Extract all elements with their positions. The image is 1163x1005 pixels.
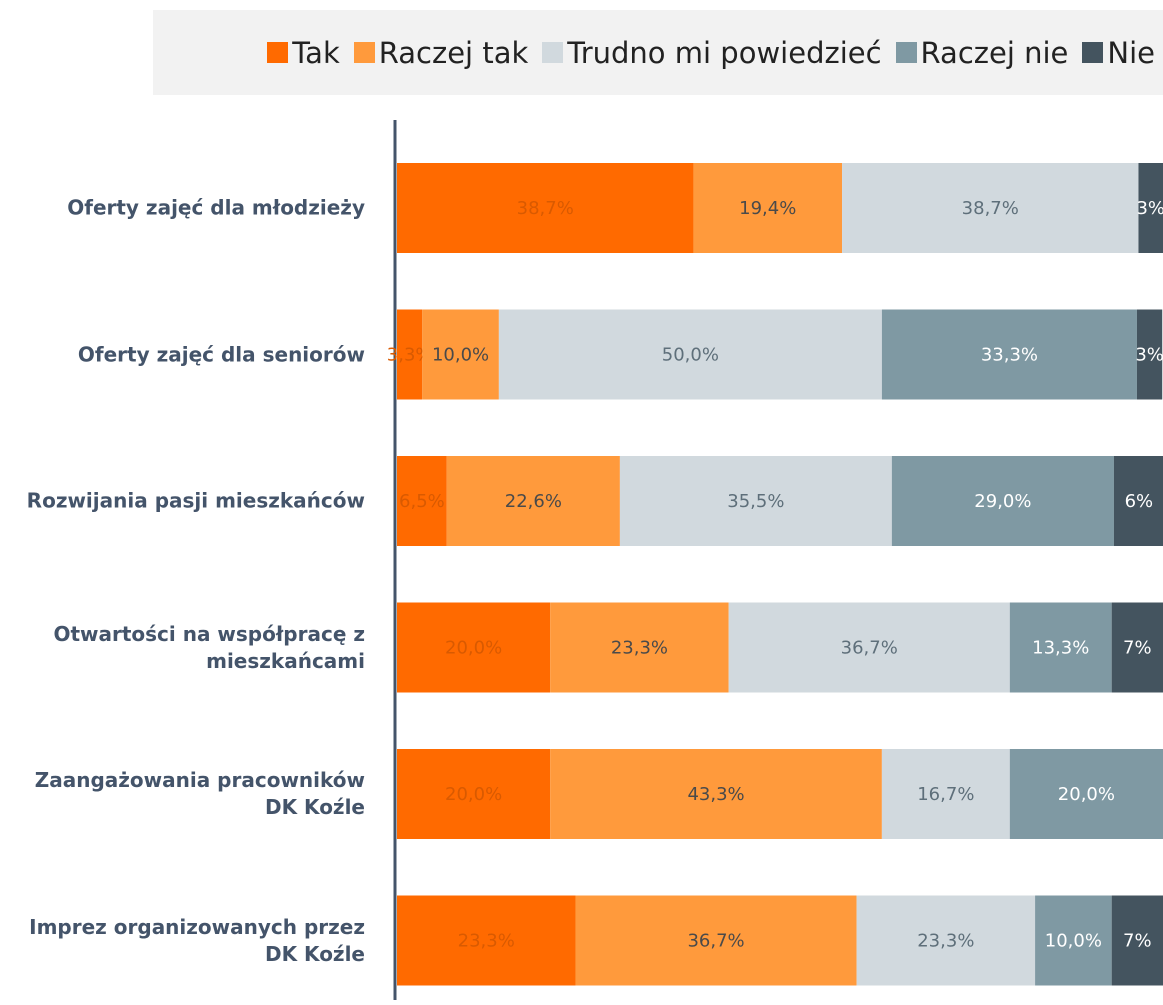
legend-item: Tak <box>267 35 340 70</box>
bar-segment <box>498 309 882 400</box>
bar-segment <box>891 456 1114 546</box>
bar-segment <box>397 163 694 253</box>
legend-item: Nie <box>1082 36 1155 70</box>
bar-segment <box>1113 456 1163 546</box>
value-label: 35,5% <box>727 491 784 512</box>
legend-item: Raczej tak <box>353 35 529 70</box>
value-label: 7% <box>1123 638 1152 659</box>
bar-segment <box>856 895 1036 986</box>
legend-swatch <box>353 42 375 63</box>
legend-swatch <box>1082 42 1104 63</box>
category-label: Zaangażowania pracowników DK Koźle <box>34 768 365 819</box>
bar-segment <box>1111 895 1163 986</box>
value-label: 23,3% <box>917 931 974 952</box>
value-label: 29,0% <box>974 491 1031 512</box>
value-label: 38,7% <box>517 198 574 219</box>
bar-segment <box>550 602 729 693</box>
value-label: 36,7% <box>687 931 744 952</box>
legend-label: Nie <box>1107 35 1155 70</box>
value-label: 10,0% <box>432 345 489 366</box>
value-label: 3,3% <box>387 345 433 366</box>
value-label: 43,3% <box>687 784 744 805</box>
bar-segment <box>550 749 882 839</box>
bar-segment <box>1009 749 1163 839</box>
value-label: 7% <box>1123 931 1152 952</box>
value-label: 20,0% <box>445 638 502 659</box>
value-label: 50,0% <box>662 345 719 366</box>
value-label: 36,7% <box>841 638 898 659</box>
bar-segment <box>397 602 551 693</box>
value-label: 6% <box>1125 491 1154 512</box>
category-label: Oferty zajęć dla młodzieży <box>67 195 365 220</box>
value-label: 16,7% <box>917 784 974 805</box>
value-label: 38,7% <box>962 198 1019 219</box>
bar-segment <box>397 749 551 839</box>
bar-segment <box>397 895 576 986</box>
value-label: 22,6% <box>505 491 562 512</box>
legend-swatch <box>895 42 917 63</box>
bar-segment <box>881 309 1137 400</box>
value-label: 33,3% <box>981 345 1038 366</box>
legend-item: Raczej nie <box>895 35 1069 70</box>
value-label: 10,0% <box>1045 931 1102 952</box>
bar-segment <box>693 163 843 253</box>
bar-segment <box>1035 895 1112 986</box>
legend-label: Tak <box>292 35 340 70</box>
bar-segment <box>842 163 1139 253</box>
category-label: Otwartości na współpracę z mieszkańcami <box>53 621 365 673</box>
value-label: 20,0% <box>445 784 502 805</box>
bar-segment <box>446 456 620 546</box>
value-label: 3% <box>1136 198 1163 219</box>
bar-segment <box>1111 602 1163 693</box>
value-label: 6,5% <box>399 491 445 512</box>
bar-segment <box>397 309 423 400</box>
value-label: 20,0% <box>1058 784 1115 805</box>
bar-segment <box>422 309 499 400</box>
bar-segment <box>728 602 1010 693</box>
value-label: 13,3% <box>1032 638 1089 659</box>
legend-swatch <box>267 42 289 63</box>
bar-segment <box>881 749 1010 839</box>
legend: Tak Raczej tak Trudno mi powiedzieć Raczej … <box>153 10 1163 95</box>
legend-label: Trudno mi powiedzieć <box>567 35 882 70</box>
category-label: Rozwijania pasji mieszkańców <box>26 488 365 513</box>
value-label: 3% <box>1135 345 1163 366</box>
legend-label: Raczej nie <box>920 35 1069 70</box>
value-label: 19,4% <box>739 198 796 219</box>
bar-segment <box>575 895 857 986</box>
bar-segment <box>1138 163 1163 253</box>
bar-segment <box>619 456 892 546</box>
category-label: Imprez organizowanych przez DK Koźle <box>29 914 365 966</box>
value-label: 23,3% <box>458 931 515 952</box>
legend-label: Raczej tak <box>378 35 529 70</box>
bar-segment <box>1136 309 1163 400</box>
bar-segment <box>1009 602 1112 693</box>
value-label: 23,3% <box>611 638 668 659</box>
legend-item: Trudno mi powiedzieć <box>542 35 882 70</box>
legend-swatch <box>542 42 564 63</box>
category-label: Oferty zajęć dla seniorów <box>77 342 365 366</box>
bar-segment <box>397 456 447 546</box>
